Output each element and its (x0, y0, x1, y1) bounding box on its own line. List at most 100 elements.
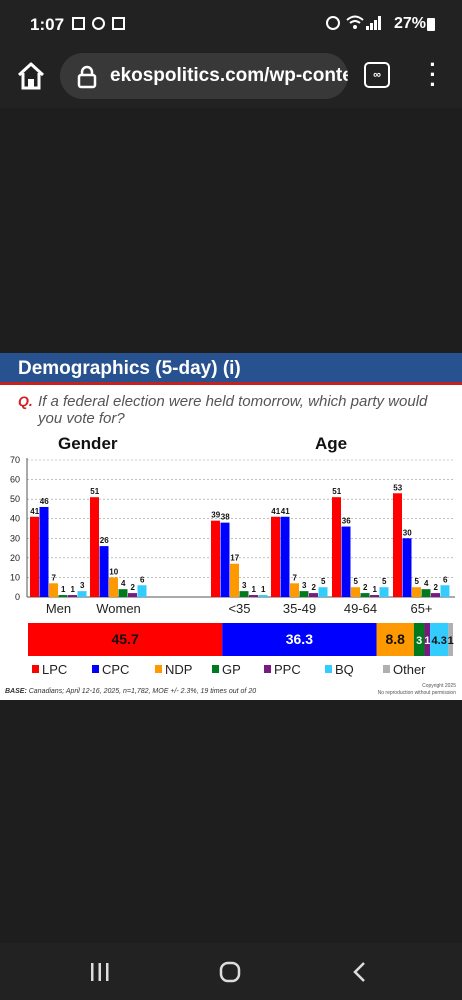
battery-icon (427, 18, 435, 31)
status-bar: 1:07 27% (0, 0, 462, 50)
bar-value-label: 3 (80, 581, 85, 590)
bar-value-label: 41 (281, 507, 290, 516)
copyright: Copyright 2025 No reproduction without pe… (378, 683, 456, 697)
bar-gp (118, 589, 128, 597)
status-time: 1:07 (30, 15, 65, 34)
legend-label: Other (393, 662, 426, 677)
more-menu-icon[interactable]: · · · (429, 52, 437, 97)
legend-swatch-ppc (264, 665, 271, 673)
stacked-value-label: 3 (416, 635, 422, 647)
bar-value-label: 6 (443, 575, 448, 584)
bar-lpc (271, 516, 280, 597)
gender-heading: Gender (58, 434, 118, 453)
bar-ppc (68, 595, 77, 597)
recent-apps-icon[interactable] (90, 963, 110, 981)
notification-icon (72, 17, 85, 30)
signal-icon (366, 16, 381, 30)
browser-toolbar: ekospolitics.com/wp-content ∞ · · · (0, 50, 462, 108)
legend-label: BQ (335, 662, 354, 677)
stacked-segment-other (448, 623, 453, 656)
y-tick-label: 70 (10, 455, 20, 465)
bar-gp (360, 593, 370, 597)
bar-value-label: 51 (90, 487, 99, 496)
base-label: BASE: (5, 688, 27, 695)
legend-swatch-ndp (155, 665, 162, 673)
bar-cpc (402, 538, 412, 597)
bar-gp (58, 595, 68, 597)
bar-value-label: 3 (302, 581, 307, 590)
bar-lpc (211, 520, 220, 597)
bar-value-label: 51 (332, 487, 341, 496)
bar-cpc (99, 546, 109, 597)
bar-bq (258, 595, 268, 597)
bar-gp (421, 589, 431, 597)
y-tick-label: 40 (10, 514, 20, 524)
slide-header: Demographics (5-day) (i) (0, 353, 462, 385)
alarm-icon (326, 16, 340, 30)
age-heading: Age (315, 434, 347, 453)
bar-value-label: 41 (30, 507, 39, 516)
bar-ppc (128, 593, 137, 597)
bar-value-label: 1 (261, 585, 266, 594)
legend-label: CPC (102, 662, 129, 677)
question-text: If a federal election were held tomorrow… (38, 393, 428, 427)
y-tick-label: 10 (10, 572, 20, 582)
bar-value-label: 1 (252, 585, 257, 594)
x-tick-label: Women (96, 601, 141, 616)
address-bar[interactable]: ekospolitics.com/wp-content (60, 53, 348, 99)
x-tick-label: 35-49 (283, 601, 316, 616)
home-icon[interactable] (14, 59, 48, 93)
tabs-icon[interactable]: ∞ (364, 62, 390, 88)
y-tick-label: 20 (10, 553, 20, 563)
bar-ndp (412, 587, 421, 597)
bar-value-label: 39 (211, 511, 220, 520)
stacked-value-label: 36.3 (286, 631, 313, 647)
bar-cpc (341, 526, 351, 597)
home-nav-icon[interactable] (219, 961, 241, 983)
stacked-segment-lpc (28, 623, 223, 656)
slide-title: Demographics (5-day) (i) (18, 358, 241, 379)
bar-value-label: 53 (393, 483, 402, 492)
legend-swatch-lpc (32, 665, 39, 673)
legend-swatch-bq (325, 665, 332, 673)
stacked-segment-cpc (222, 623, 377, 656)
stacked-segment-ppc (424, 623, 431, 656)
bar-value-label: 4 (424, 579, 429, 588)
y-tick-label: 0 (15, 592, 20, 602)
x-tick-label: <35 (228, 601, 250, 616)
y-tick-label: 30 (10, 533, 20, 543)
bar-value-label: 1 (71, 585, 76, 594)
bar-value-label: 7 (52, 573, 57, 582)
copyright-text: Copyright 2025 (422, 683, 456, 689)
bar-value-label: 5 (382, 577, 387, 586)
bar-value-label: 17 (230, 554, 239, 563)
bar-value-label: 46 (40, 497, 49, 506)
bar-gp (299, 591, 309, 597)
legend-swatch-gp (212, 665, 219, 673)
bar-ppc (431, 593, 440, 597)
bar-lpc (393, 493, 402, 597)
bar-ndp (290, 583, 299, 597)
base-footnote: BASE: Canadians; April 12-16, 2025, n=1,… (5, 688, 256, 695)
stacked-segment-gp (413, 623, 425, 656)
bar-ppc (370, 595, 379, 597)
legend-label: NDP (165, 662, 192, 677)
bar-lpc (30, 516, 39, 597)
bar-cpc (39, 506, 49, 597)
back-icon[interactable] (352, 961, 366, 983)
bar-value-label: 1 (373, 585, 378, 594)
legend-label: PPC (274, 662, 301, 677)
y-tick-label: 60 (10, 475, 20, 485)
bar-lpc (90, 497, 99, 597)
bar-value-label: 2 (131, 583, 136, 592)
bar-value-label: 4 (121, 579, 126, 588)
y-tick-label: 50 (10, 494, 20, 504)
page-background-bottom (0, 700, 462, 943)
bar-value-label: 3 (242, 581, 247, 590)
stacked-segment-bq (430, 623, 449, 656)
notification-icon (92, 17, 105, 30)
stacked-value-label: 4.3 (432, 635, 447, 647)
bar-ppc (309, 593, 318, 597)
wifi-icon (346, 15, 364, 29)
